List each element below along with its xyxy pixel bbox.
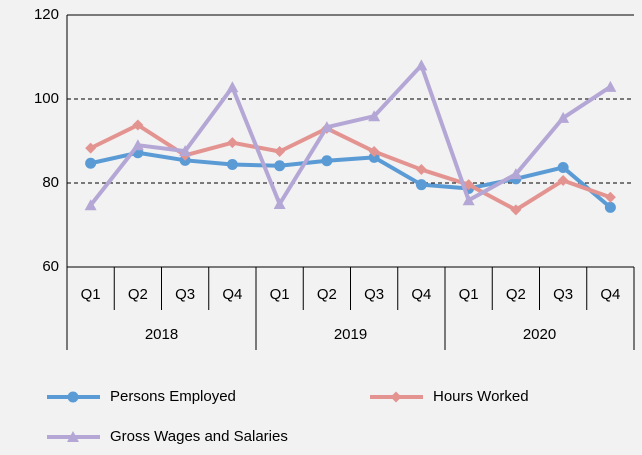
marker [415,164,427,176]
marker [67,391,79,403]
marker [557,111,570,123]
marker [390,391,402,403]
x-tick-label: Q1 [81,286,101,303]
marker [557,174,569,186]
x-tick-label: Q2 [506,286,526,303]
marker [132,119,144,131]
marker [320,121,333,133]
marker [85,157,97,169]
marker [226,137,238,149]
legend-label: Gross Wages and Salaries [110,428,288,445]
x-tick-label: Q1 [459,286,479,303]
legend-label: Persons Employed [110,388,236,405]
marker [510,204,522,216]
marker [557,161,569,173]
x-group-label: 2020 [523,326,556,343]
marker [179,145,192,157]
marker [131,139,144,151]
marker [321,155,333,167]
x-tick-label: Q2 [128,286,148,303]
x-tick-label: Q1 [270,286,290,303]
y-tick-label: 100 [34,90,59,107]
marker [415,179,427,191]
marker [368,146,380,157]
marker [368,110,381,122]
marker [226,81,239,93]
y-tick-label: 80 [42,174,59,191]
marker [604,191,616,203]
marker [274,160,286,172]
y-tick-label: 120 [34,6,59,23]
x-tick-label: Q3 [364,286,384,303]
marker [604,80,617,92]
marker [85,142,97,154]
marker [509,168,522,180]
marker [67,431,79,442]
marker [604,201,616,213]
marker [273,198,286,209]
legend-label: Hours Worked [433,388,529,405]
x-tick-label: Q4 [600,286,620,303]
marker [84,199,97,211]
marker [415,59,428,71]
y-tick-label: 60 [42,258,59,275]
series-line [90,150,612,209]
x-tick-label: Q4 [222,286,242,303]
x-tick-label: Q4 [411,286,431,303]
x-group-label: 2019 [334,326,367,343]
x-tick-label: Q3 [553,286,573,303]
marker [226,159,238,171]
series-line [89,63,612,207]
x-group-label: 2018 [145,326,178,343]
marker [462,194,475,206]
marker [274,146,286,157]
x-tick-label: Q3 [175,286,195,303]
series-line [89,123,612,212]
x-tick-label: Q2 [317,286,337,303]
